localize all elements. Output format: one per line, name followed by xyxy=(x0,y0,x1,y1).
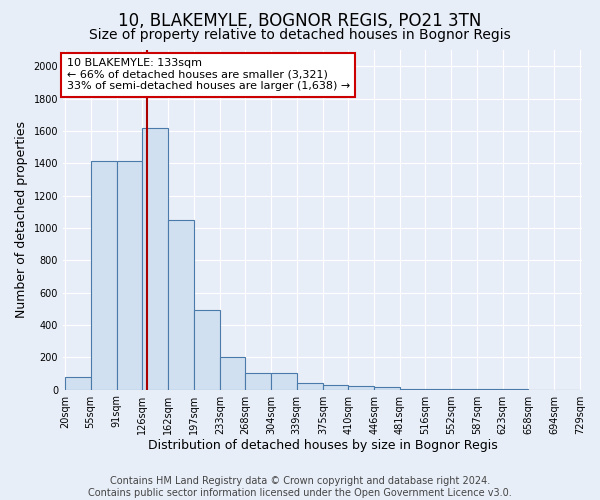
Bar xyxy=(142,128,168,390)
Bar xyxy=(323,384,348,390)
X-axis label: Distribution of detached houses by size in Bognor Regis: Distribution of detached houses by size … xyxy=(148,440,497,452)
Bar xyxy=(91,161,117,390)
Bar xyxy=(220,357,245,390)
Text: 10 BLAKEMYLE: 133sqm
← 66% of detached houses are smaller (3,321)
33% of semi-de: 10 BLAKEMYLE: 133sqm ← 66% of detached h… xyxy=(67,58,350,92)
Bar xyxy=(374,387,400,390)
Bar xyxy=(168,220,194,390)
Bar xyxy=(117,161,142,390)
Text: Size of property relative to detached houses in Bognor Regis: Size of property relative to detached ho… xyxy=(89,28,511,42)
Bar xyxy=(245,372,271,390)
Bar xyxy=(400,389,425,390)
Bar xyxy=(65,376,91,390)
Bar xyxy=(194,310,220,390)
Text: 10, BLAKEMYLE, BOGNOR REGIS, PO21 3TN: 10, BLAKEMYLE, BOGNOR REGIS, PO21 3TN xyxy=(118,12,482,30)
Bar xyxy=(271,372,297,390)
Text: Contains HM Land Registry data © Crown copyright and database right 2024.
Contai: Contains HM Land Registry data © Crown c… xyxy=(88,476,512,498)
Bar xyxy=(348,386,374,390)
Y-axis label: Number of detached properties: Number of detached properties xyxy=(15,122,28,318)
Bar xyxy=(297,383,323,390)
